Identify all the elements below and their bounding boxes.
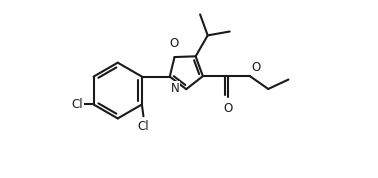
Text: O: O xyxy=(224,102,233,115)
Text: O: O xyxy=(169,37,178,50)
Text: Cl: Cl xyxy=(138,120,149,133)
Text: N: N xyxy=(170,82,180,95)
Text: Cl: Cl xyxy=(71,98,83,111)
Text: O: O xyxy=(251,61,260,74)
